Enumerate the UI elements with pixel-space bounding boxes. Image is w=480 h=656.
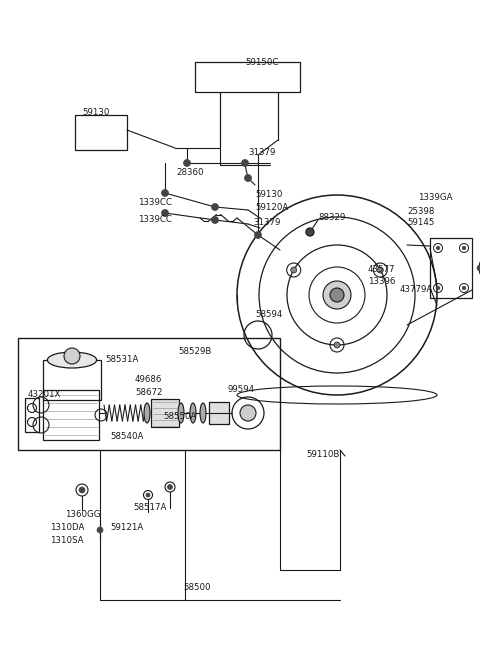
Text: 31379: 31379 [253, 218, 280, 227]
Circle shape [97, 527, 103, 533]
Circle shape [323, 281, 351, 309]
Circle shape [161, 190, 168, 197]
Circle shape [436, 286, 440, 290]
Text: 58529B: 58529B [178, 347, 211, 356]
Bar [25, 398, 39, 432]
Text: 1339CC: 1339CC [138, 215, 172, 224]
Text: 59121A: 59121A [110, 523, 143, 532]
Text: 1339GA: 1339GA [418, 193, 453, 202]
Circle shape [79, 487, 85, 493]
Circle shape [330, 288, 344, 302]
Circle shape [146, 493, 150, 497]
Text: 1310SA: 1310SA [50, 536, 84, 545]
Circle shape [377, 267, 384, 273]
Circle shape [212, 203, 218, 211]
Text: 58500: 58500 [183, 583, 211, 592]
Circle shape [436, 246, 440, 250]
Bar [75, 115, 127, 150]
Text: 58550A: 58550A [163, 412, 196, 421]
Text: 58672: 58672 [135, 388, 163, 397]
Text: 13396: 13396 [368, 277, 396, 286]
Bar [151, 399, 179, 427]
Circle shape [254, 232, 262, 239]
Text: 88329: 88329 [318, 213, 346, 222]
Ellipse shape [200, 403, 206, 423]
Circle shape [462, 246, 466, 250]
Text: 25398: 25398 [407, 207, 434, 216]
Circle shape [183, 159, 191, 167]
Circle shape [161, 209, 168, 216]
Bar [209, 402, 229, 424]
Circle shape [306, 228, 314, 236]
Bar [430, 238, 472, 298]
Circle shape [240, 405, 256, 421]
Ellipse shape [190, 403, 196, 423]
Text: 99594: 99594 [228, 385, 255, 394]
Circle shape [334, 342, 340, 348]
Circle shape [241, 159, 249, 167]
Bar [43, 390, 99, 440]
Bar [43, 360, 101, 400]
Text: 31379: 31379 [248, 148, 276, 157]
Text: 43779A: 43779A [400, 285, 433, 294]
Text: 43201X: 43201X [28, 390, 61, 399]
Circle shape [291, 267, 297, 273]
Text: 59150C: 59150C [245, 58, 278, 67]
Text: 59145: 59145 [407, 218, 434, 227]
Circle shape [212, 216, 218, 224]
Text: 59110B: 59110B [306, 450, 339, 459]
Text: 1339CC: 1339CC [138, 198, 172, 207]
Text: 59130: 59130 [82, 108, 109, 117]
Text: 59120A: 59120A [255, 203, 288, 212]
Text: 49686: 49686 [135, 375, 162, 384]
Text: 58531A: 58531A [105, 355, 138, 364]
Circle shape [64, 348, 80, 364]
Text: 1310DA: 1310DA [50, 523, 84, 532]
Circle shape [244, 174, 252, 182]
Text: 43577: 43577 [368, 265, 396, 274]
Text: 1360GG: 1360GG [65, 510, 100, 519]
Bar [18, 338, 280, 450]
Circle shape [477, 265, 480, 271]
Text: 58517A: 58517A [133, 503, 167, 512]
Ellipse shape [48, 352, 96, 368]
Text: 59130: 59130 [255, 190, 282, 199]
Circle shape [168, 485, 172, 489]
Text: 58594: 58594 [255, 310, 282, 319]
Bar [195, 62, 300, 92]
Ellipse shape [144, 403, 150, 423]
Circle shape [462, 286, 466, 290]
Ellipse shape [178, 403, 184, 423]
Text: 58540A: 58540A [110, 432, 144, 441]
Text: 28360: 28360 [176, 168, 204, 177]
